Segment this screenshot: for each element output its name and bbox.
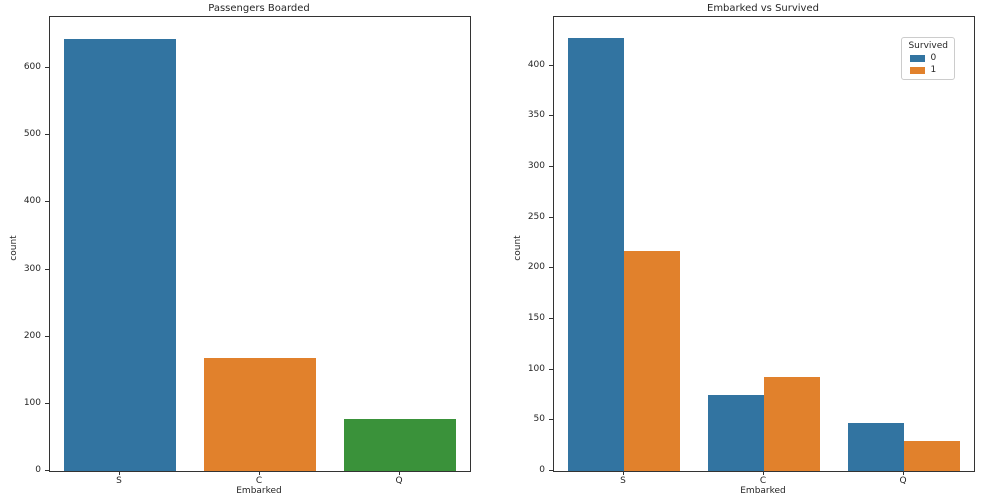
chart-passengers-boarded: Passengers Boarded count Embarked S C Q 0 10… xyxy=(0,0,494,503)
x-tick-mark xyxy=(903,471,904,475)
y-tick-mark xyxy=(549,165,553,167)
x-tick-mark xyxy=(259,471,260,475)
bar-S xyxy=(64,38,176,471)
y-tick-label: 600 xyxy=(23,62,41,73)
y-tick-label: 0 xyxy=(539,465,545,475)
bar-Q-survived-1 xyxy=(904,440,960,471)
y-tick-mark xyxy=(549,64,553,66)
y-tick-label: 300 xyxy=(527,160,545,171)
y-tick-mark xyxy=(549,267,553,269)
y-tick-mark xyxy=(45,402,49,404)
legend: Survived 0 1 xyxy=(901,37,955,80)
y-tick-mark xyxy=(549,368,553,370)
y-tick-label: 350 xyxy=(527,110,545,121)
y-tick-label: 300 xyxy=(23,263,41,274)
x-tick-mark xyxy=(399,471,400,475)
legend-entry-1: 1 xyxy=(908,65,948,75)
y-tick-mark xyxy=(549,317,553,319)
chart-title: Embarked vs Survived xyxy=(707,3,819,14)
y-tick-mark xyxy=(45,67,49,69)
y-tick-label: 50 xyxy=(533,414,545,425)
y-tick-label: 150 xyxy=(527,312,545,323)
y-tick-mark xyxy=(45,134,49,136)
x-tick-label: C xyxy=(255,476,263,486)
x-tick-label: S xyxy=(620,476,626,486)
y-tick-label: 400 xyxy=(527,59,545,70)
bar-C xyxy=(204,358,316,471)
x-tick-label: Q xyxy=(899,476,907,486)
legend-label: 0 xyxy=(930,53,937,63)
y-tick-label: 0 xyxy=(35,465,41,475)
x-tick-label: S xyxy=(116,476,122,486)
bar-Q xyxy=(344,419,456,471)
legend-title: Survived xyxy=(908,41,948,51)
bar-C-survived-1 xyxy=(764,376,820,471)
y-tick-mark xyxy=(45,470,49,471)
x-axis-label: Embarked xyxy=(236,486,282,496)
legend-entry-0: 0 xyxy=(908,53,948,63)
y-tick-label: 400 xyxy=(23,196,41,207)
y-tick-mark xyxy=(549,470,553,471)
bar-C-survived-0 xyxy=(708,395,764,471)
y-tick-label: 100 xyxy=(23,397,41,408)
legend-swatch-survived-0 xyxy=(910,54,926,62)
legend-swatch-survived-1 xyxy=(910,66,926,74)
y-tick-label: 250 xyxy=(527,211,545,222)
y-tick-label: 100 xyxy=(527,363,545,374)
y-tick-mark xyxy=(549,419,553,421)
y-tick-mark xyxy=(45,335,49,337)
chart-title: Passengers Boarded xyxy=(208,3,310,14)
bar-S-survived-1 xyxy=(624,251,680,471)
bar-S-survived-0 xyxy=(568,38,624,471)
x-tick-label: Q xyxy=(395,476,403,486)
plot-area xyxy=(49,16,471,472)
y-tick-label: 500 xyxy=(23,129,41,140)
x-tick-mark xyxy=(623,471,624,475)
x-tick-mark xyxy=(119,471,120,475)
x-tick-mark xyxy=(763,471,764,475)
y-tick-label: 200 xyxy=(527,262,545,273)
y-tick-mark xyxy=(45,201,49,203)
y-tick-mark xyxy=(45,268,49,270)
plot-area: Survived 0 1 xyxy=(553,16,975,472)
y-tick-mark xyxy=(549,216,553,218)
x-axis-label: Embarked xyxy=(740,486,786,496)
bar-Q-survived-0 xyxy=(848,423,904,471)
chart-embarked-vs-survived: Embarked vs Survived count Survived 0 1 … xyxy=(494,0,989,503)
legend-label: 1 xyxy=(930,65,937,75)
y-tick-label: 200 xyxy=(23,330,41,341)
x-tick-label: C xyxy=(759,476,767,486)
y-tick-mark xyxy=(549,115,553,117)
